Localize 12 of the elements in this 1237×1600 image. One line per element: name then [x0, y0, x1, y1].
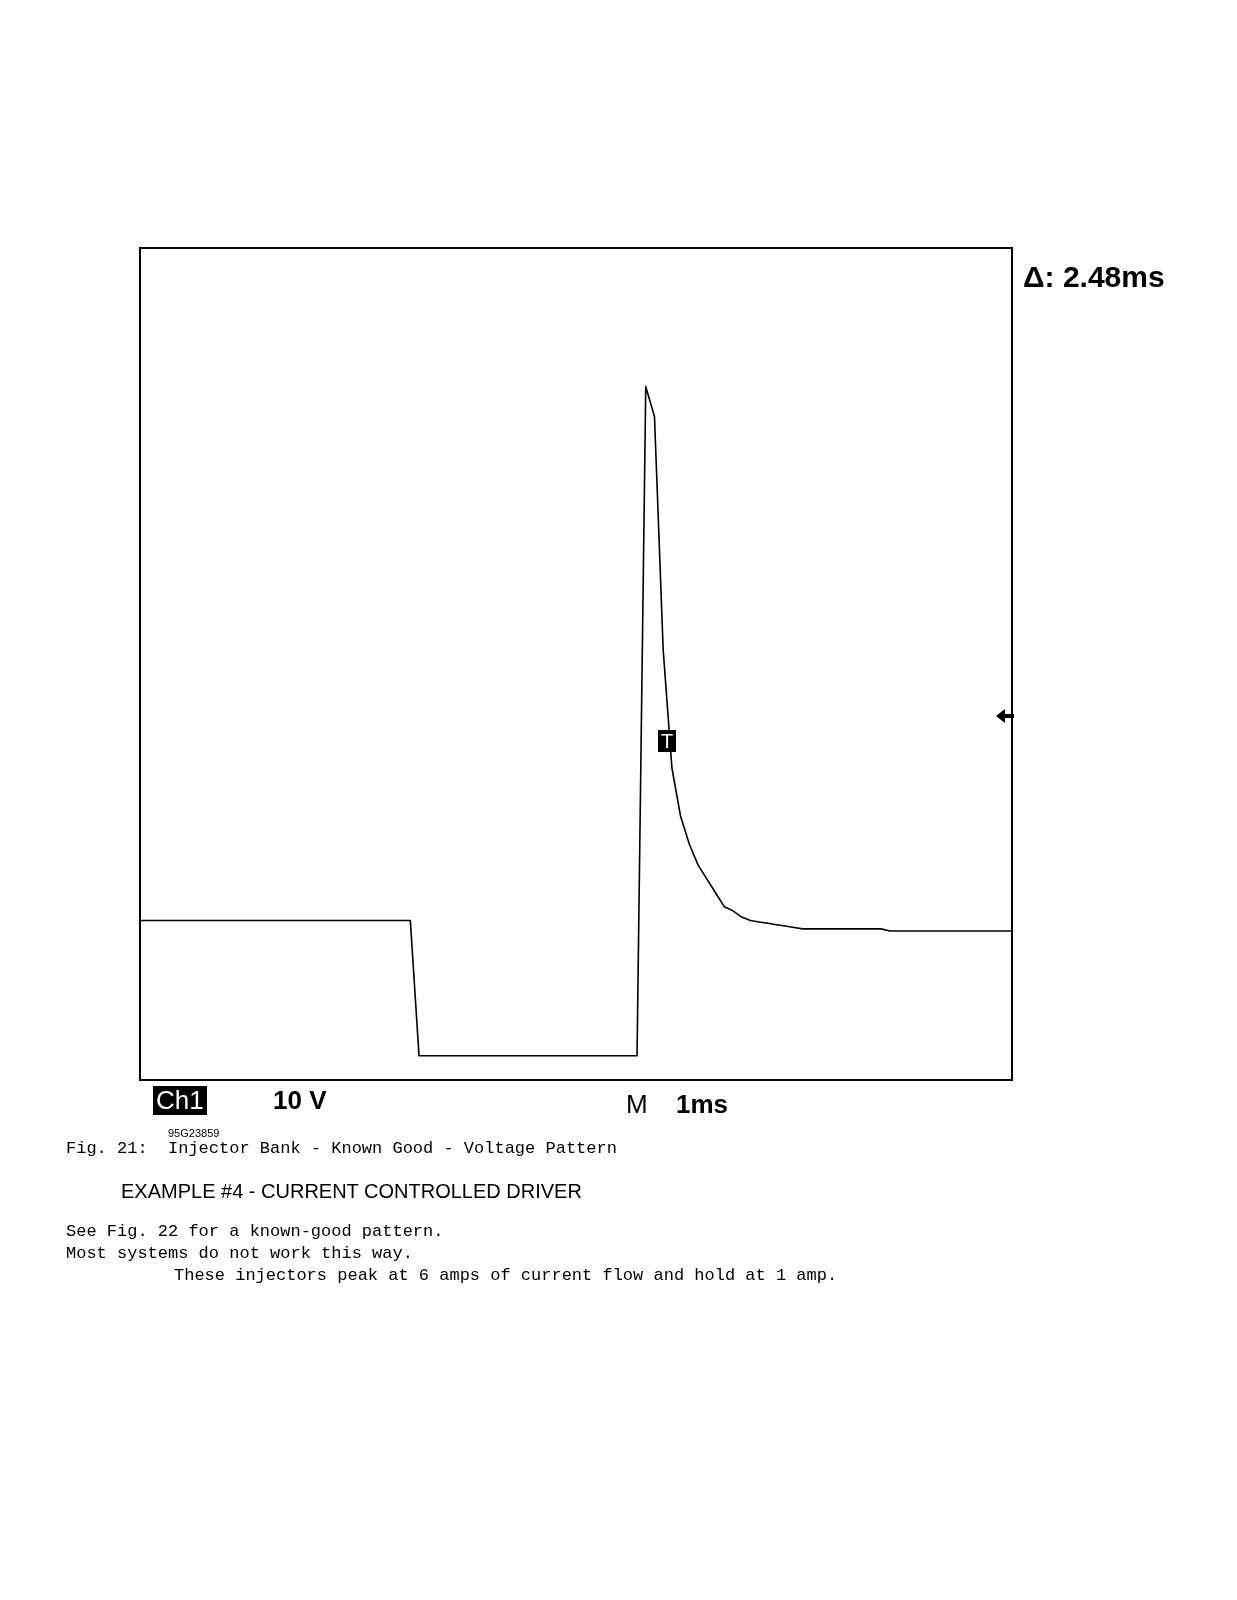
text: Ch1: [153, 1085, 207, 1115]
text: See Fig. 22 for a known-good pattern.: [66, 1222, 444, 1242]
text: These injectors peak at 6 amps of current flow and hold at 1 amp.: [173, 1266, 838, 1286]
text: M: [626, 1089, 648, 1119]
caption: Fig. 21: Injector Bank - Known Good - Voltage Pattern: [66, 1139, 617, 1159]
text: 10 V: [273, 1085, 327, 1115]
annotation: T: [658, 730, 677, 752]
text: Most systems do not work this way.: [66, 1244, 413, 1264]
text: 95G23859: [168, 1127, 220, 1140]
text: Δ: 2.48ms: [1023, 260, 1165, 293]
text: 1ms: [676, 1089, 729, 1119]
text: EXAMPLE #4 - CURRENT CONTROLLED DRIVER: [121, 1180, 582, 1202]
